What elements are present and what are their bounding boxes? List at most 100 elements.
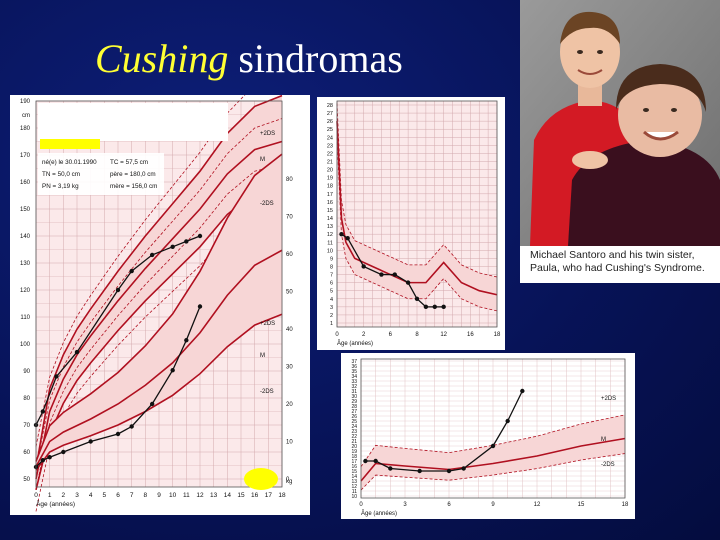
chart-b-series-point-6 [414, 296, 420, 301]
chart-c-series-point-8 [520, 388, 525, 394]
chart-a-height-series-point-9 [197, 233, 203, 239]
chart-c-sd-label: +2DS [601, 396, 616, 402]
chart-b-x-tick: 12 [440, 332, 447, 338]
chart-a-info-line: TN = 50,0 cm [42, 171, 80, 178]
chart-c-frame [360, 358, 626, 499]
chart-b-series-point-8 [432, 304, 437, 310]
chart-b-y-tick: 5 [330, 289, 333, 295]
chart-a-x-tick: 14 [224, 492, 232, 499]
chart-a-x-tick: 1 [48, 492, 52, 499]
chart-b-y-tick: 16 [327, 200, 333, 206]
chart-a-x-tick: 7 [130, 492, 134, 499]
chart-b-y-tick: 23 [327, 143, 333, 149]
chart-c-series-point-4 [446, 468, 452, 474]
chart-a-y-unit-right: kg [286, 479, 292, 485]
chart-a-x-label: Âge (années) [36, 499, 75, 508]
height-weight-growth-chart: 0 1 2 3 4 5 6 7 8 9 10 11 12 13 14 15 16 17 18 50 60 70 80 90 10… [10, 95, 310, 515]
chart-c-y-tick: 11 [352, 489, 357, 495]
chart-b-y-tick: 14 [327, 216, 333, 222]
chart-a-height-plus2sd [35, 95, 283, 469]
twins-photo-illustration [520, 0, 720, 246]
chart-c-series-point-1 [373, 458, 378, 464]
chart-b-y-tick: 15 [327, 208, 333, 214]
chart-b-x-tick: 6 [389, 332, 393, 338]
chart-c-sd-label: -2DS [601, 462, 615, 468]
chart-b-plus2sd [336, 103, 498, 278]
chart-a-yellow-marker [244, 468, 278, 490]
chart-c-y-tick: 36 [351, 364, 357, 370]
chart-b-y-tick: 27 [327, 111, 333, 117]
chart-b-series-point-4 [392, 272, 397, 277]
chart-c-y-tick: 16 [351, 464, 357, 470]
chart-c-y-tick: 31 [351, 389, 357, 395]
slide-title: Cushing sindromas [95, 36, 403, 82]
chart-a-x-tick: 8 [144, 492, 148, 499]
chart-a-x-tick: 4 [89, 492, 93, 499]
chart-c-y-tick: 33 [351, 379, 357, 385]
chart-b-y-tick: 12 [327, 232, 333, 238]
chart-a-weight-series-point-4 [88, 439, 93, 444]
chart-b-y-tick: 1 [330, 321, 333, 327]
chart-c-y-tick: 35 [351, 369, 357, 375]
chart-a-x-tick: 12 [196, 492, 204, 499]
chart-a-height-sd-label: M [260, 157, 265, 163]
bmi-chart-top: 0 2 6 8 12 16 18 1 2 3 4 5 6 7 8 9 10 11 12 13 14 15 16 17 18 19 2… [317, 97, 505, 350]
chart-b-x-tick: 8 [415, 332, 419, 338]
chart-a-x-tick: 0 [34, 492, 38, 499]
height-weight-chart-svg: 0 1 2 3 4 5 6 7 8 9 10 11 12 13 14 15 16 17 18506070809010… [20, 95, 293, 512]
chart-b-series-point-5 [405, 280, 411, 285]
chart-c-series-point-3 [417, 468, 422, 474]
chart-c-series-point-5 [461, 466, 466, 471]
chart-a-height-band [36, 95, 282, 490]
chart-a-height-sd-label: +2DS [260, 131, 275, 137]
chart-a-info-line: PN = 3,19 kg [42, 183, 79, 190]
chart-b-band [337, 103, 497, 311]
chart-a-x-tick: 16 [251, 492, 259, 499]
slide-title-rest: sindromas [228, 36, 403, 81]
chart-b-series-point-1 [345, 236, 350, 241]
chart-b-frame [336, 100, 498, 328]
chart-a-x-tick: 17 [265, 492, 273, 499]
chart-c-y-tick: 30 [351, 394, 357, 400]
chart-a-height-series-point-3 [74, 349, 80, 355]
chart-b-x-tick: 0 [335, 332, 339, 338]
chart-a-weight-series-point-10 [197, 304, 203, 309]
chart-b-series-point-2 [361, 264, 366, 269]
chart-a-y-tick-left: 170 [20, 153, 31, 159]
chart-a-info-line: mère = 156,0 cm [110, 183, 157, 190]
chart-a-y-tick-left: 130 [20, 261, 31, 267]
chart-b-y-tick: 13 [327, 224, 333, 230]
chart-a-y-tick-left: 140 [20, 234, 31, 240]
chart-b-y-tick: 19 [327, 176, 333, 182]
chart-a-x-tick: 2 [62, 492, 66, 499]
chart-b-x-tick: 16 [467, 332, 474, 338]
chart-a-x-tick: 15 [237, 492, 245, 499]
chart-c-y-tick: 34 [351, 374, 357, 380]
chart-b-y-tick: 17 [327, 192, 333, 198]
chart-c-y-tick: 28 [351, 404, 357, 410]
chart-a-info-line: né(e) le 30.01.1990 [42, 159, 97, 166]
chart-b-y-tick: 3 [330, 305, 333, 311]
chart-c-x-tick: 9 [491, 502, 495, 508]
chart-a-y-tick-right: 10 [286, 440, 293, 446]
chart-b-y-tick: 26 [327, 119, 333, 125]
chart-a-weight-plus2sd [35, 153, 283, 462]
chart-b-y-tick: 11 [327, 240, 333, 246]
chart-b-series-line [341, 233, 444, 308]
chart-c-series-point-7 [505, 418, 510, 424]
chart-b-y-tick: 22 [327, 151, 333, 157]
chart-a-x-tick: 9 [157, 492, 161, 499]
chart-a-x-tick: 13 [210, 492, 218, 499]
chart-a-weight-sd-label: M [260, 353, 265, 359]
chart-a-y-tick-right: 60 [286, 252, 293, 258]
chart-a-y-tick-right: 0 [286, 477, 290, 483]
chart-c-x-tick: 12 [534, 502, 541, 508]
chart-a-y-tick-left: 110 [20, 315, 30, 321]
chart-a-height-series-point-4 [115, 287, 121, 293]
chart-b-x-label: Âge (années) [337, 340, 373, 347]
chart-c-plus2sd [360, 414, 626, 467]
chart-a-height-series-point-5 [129, 268, 134, 274]
chart-b-x-tick: 2 [362, 332, 366, 338]
chart-a-height-sd-line [35, 118, 283, 469]
chart-a-y-tick-left: 60 [23, 450, 30, 456]
